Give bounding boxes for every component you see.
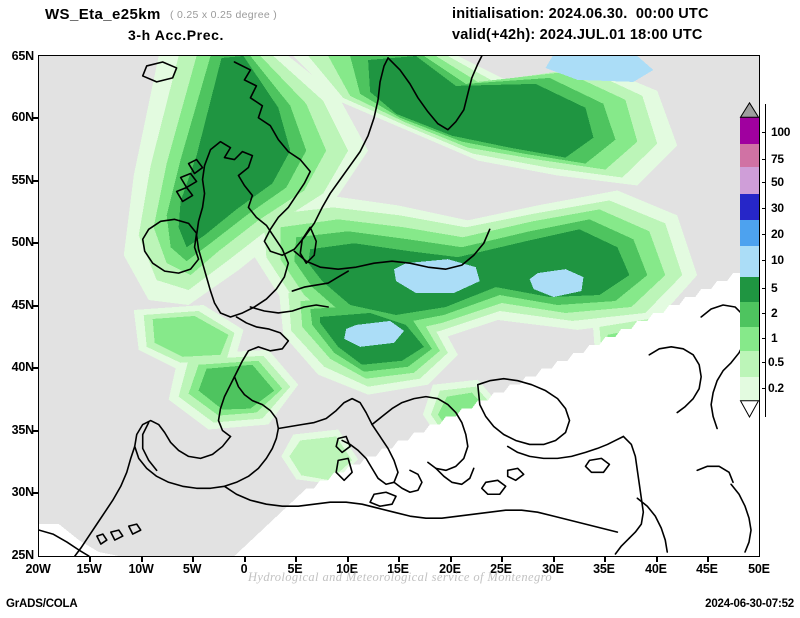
x-tick-label-5E: 5E — [287, 562, 303, 576]
colorbar-band-20-30 — [740, 194, 759, 220]
precipitation-map-plot — [38, 55, 760, 557]
colorbar-band-50-75 — [740, 144, 759, 167]
x-tick-label-40E: 40E — [645, 562, 667, 576]
colorbar-tick-mark — [762, 338, 766, 340]
model-name-label: WS_Eta_e25km — [45, 6, 161, 23]
colorbar-tick-label-2: 2 — [771, 306, 778, 320]
generation-timestamp: 2024-06-30-07:52 — [705, 598, 794, 610]
colorbar-tick-label-30: 30 — [771, 201, 784, 215]
y-tick-mark — [33, 242, 38, 244]
colorbar-tick-label-50: 50 — [771, 175, 784, 189]
organisation-credit: Hydrological and Meteorological service … — [247, 570, 553, 584]
x-tick-mark — [141, 557, 143, 562]
y-tick-label-60N: 60N — [11, 110, 35, 124]
colorbar-band-30-50 — [740, 167, 759, 194]
x-tick-label-10W: 10W — [128, 562, 154, 576]
y-tick-label-40N: 40N — [11, 360, 35, 374]
valid-time-label: valid(+42h): 2024.JUL.01 18:00 UTC — [452, 27, 703, 43]
x-tick-label-10E: 10E — [336, 562, 358, 576]
colorbar-band-5-10 — [740, 246, 759, 277]
colorbar-band-0-0.2 — [740, 377, 759, 401]
y-tick-mark — [33, 305, 38, 307]
x-tick-label-25E: 25E — [490, 562, 512, 576]
x-tick-mark — [707, 557, 709, 562]
x-tick-mark — [604, 557, 606, 562]
colorbar-tick-label-10: 10 — [771, 253, 784, 267]
y-tick-mark — [33, 367, 38, 369]
colorbar-tick-label-100: 100 — [771, 125, 791, 139]
x-tick-label-45E: 45E — [696, 562, 718, 576]
colorbar-band-2-5 — [740, 277, 759, 302]
x-tick-mark — [89, 557, 91, 562]
colorbar-tick-label-5: 5 — [771, 281, 778, 295]
map-canvas — [39, 56, 759, 556]
colorbar-tick-mark — [762, 182, 766, 184]
software-label: GrADS/COLA — [6, 598, 78, 610]
x-tick-label-0: 0 — [240, 562, 248, 576]
y-tick-label-35N: 35N — [11, 423, 35, 437]
colorbar-band-0.2-0.5 — [740, 351, 759, 377]
y-tick-label-30N: 30N — [11, 485, 35, 499]
x-tick-label-35E: 35E — [593, 562, 615, 576]
colorbar-tick-mark — [762, 313, 766, 315]
colorbar — [740, 117, 759, 401]
x-tick-label-15W: 15W — [76, 562, 102, 576]
colorbar-tick-label-20: 20 — [771, 227, 784, 241]
y-tick-label-25N: 25N — [11, 548, 35, 562]
x-tick-mark — [192, 557, 194, 562]
coastlines — [39, 56, 752, 556]
field-name-label: 3-h Acc.Prec. — [128, 27, 224, 43]
y-tick-label-55N: 55N — [11, 173, 35, 187]
colorbar-tick-label-1: 1 — [771, 331, 778, 345]
x-tick-mark — [450, 557, 452, 562]
model-resolution-label: ( 0.25 x 0.25 degree ) — [170, 9, 277, 21]
y-tick-label-45N: 45N — [11, 298, 35, 312]
colorbar-tick-mark — [762, 208, 766, 210]
x-tick-mark — [398, 557, 400, 562]
colorbar-tick-mark — [762, 260, 766, 262]
x-tick-mark — [347, 557, 349, 562]
x-tick-label-5W: 5W — [182, 562, 202, 576]
x-tick-mark — [656, 557, 658, 562]
x-tick-label-20E: 20E — [439, 562, 461, 576]
colorbar-under-arrow — [739, 400, 760, 418]
colorbar-tick-mark — [762, 388, 766, 390]
initialisation-label: initialisation: 2024.06.30. 00:00 UTC — [452, 6, 709, 22]
x-tick-mark — [501, 557, 503, 562]
colorbar-tick-label-0.5: 0.5 — [768, 355, 784, 369]
x-tick-label-50E: 50E — [748, 562, 770, 576]
x-tick-mark — [553, 557, 555, 562]
colorbar-over-arrow-outline — [739, 102, 760, 118]
x-tick-mark — [295, 557, 297, 562]
y-tick-label-65N: 65N — [11, 49, 35, 63]
colorbar-band-0.5-1 — [740, 327, 759, 351]
colorbar-tick-label-75: 75 — [771, 152, 784, 166]
colorbar-tick-mark — [762, 362, 766, 364]
y-tick-mark — [33, 430, 38, 432]
y-tick-mark — [33, 117, 38, 119]
colorbar-tick-mark — [762, 288, 766, 290]
x-tick-label-30E: 30E — [542, 562, 564, 576]
colorbar-tick-label-0.2: 0.2 — [768, 381, 784, 395]
x-tick-label-20W: 20W — [25, 562, 51, 576]
y-tick-mark — [33, 180, 38, 182]
y-tick-label-50N: 50N — [11, 235, 35, 249]
colorbar-band-1-2 — [740, 302, 759, 327]
x-tick-label-15E: 15E — [387, 562, 409, 576]
colorbar-band-10-20 — [740, 220, 759, 246]
colorbar-tick-mark — [762, 132, 766, 134]
colorbar-band-75-100 — [740, 117, 759, 144]
colorbar-tick-mark — [762, 159, 766, 161]
colorbar-tick-mark — [762, 234, 766, 236]
x-tick-mark — [244, 557, 246, 562]
y-tick-mark — [33, 492, 38, 494]
